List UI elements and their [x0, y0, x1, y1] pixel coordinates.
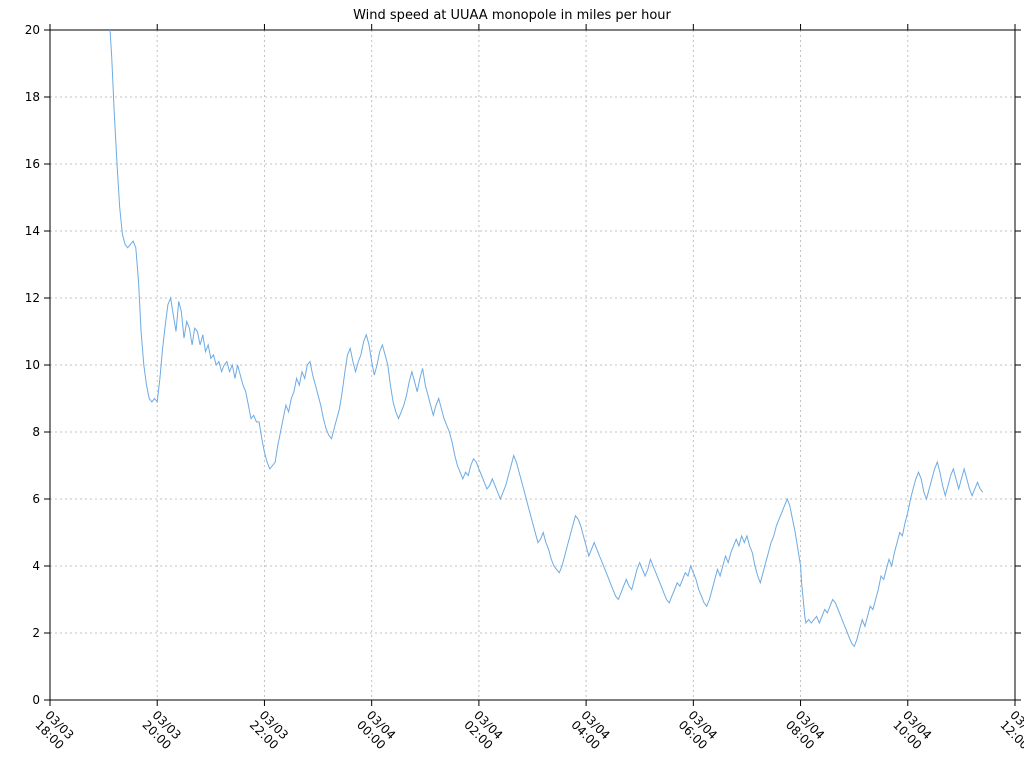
y-tick-label: 12	[25, 291, 40, 305]
y-tick-label: 4	[32, 559, 40, 573]
wind-speed-line-chart: 0 2 4 6 8 10 12 14 16 18 20 03/0318:00 03/0320:00 03/…	[0, 0, 1024, 768]
x-tick-label: 03/0320:00	[140, 708, 184, 752]
x-tick-label: 03/0402:00	[461, 708, 505, 752]
y-tick-label: 14	[25, 224, 40, 238]
x-tick-label: 03/0404:00	[568, 708, 612, 752]
x-tick-label: 03/0406:00	[676, 708, 720, 752]
y-tick-label: 10	[25, 358, 40, 372]
x-tick-label: 03/0412:00	[997, 708, 1024, 752]
y-tick-label: 6	[32, 492, 40, 506]
x-tick-label: 03/0400:00	[354, 708, 398, 752]
x-tick-label: 03/0322:00	[247, 708, 291, 752]
y-tick-label: 8	[32, 425, 40, 439]
y-tick-label: 20	[25, 23, 40, 37]
x-tick-label: 03/0318:00	[32, 708, 76, 752]
y-tick-label: 2	[32, 626, 40, 640]
x-tick-label: 03/0408:00	[783, 708, 827, 752]
y-tick-label: 16	[25, 157, 40, 171]
y-tick-label: 18	[25, 90, 40, 104]
x-tick-label: 03/0410:00	[890, 708, 934, 752]
y-tick-label: 0	[32, 693, 40, 707]
